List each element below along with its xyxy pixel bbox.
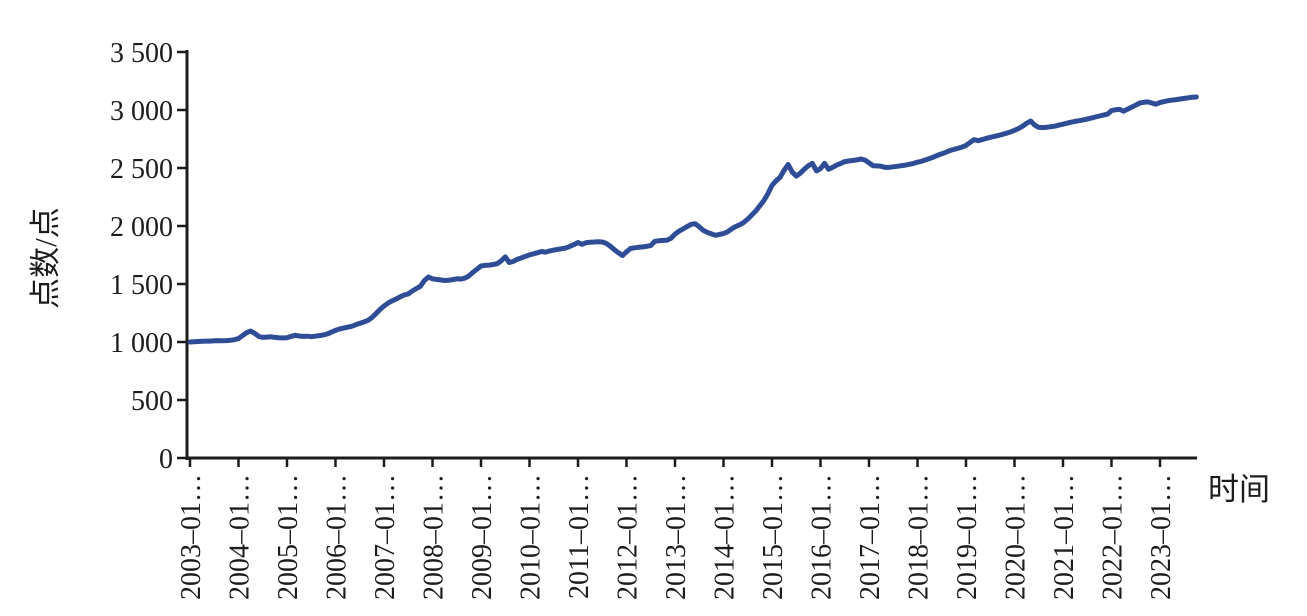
chart-generated-content: 0 500 1 000 1 500 2 000 2 500 3 000 3 500 2003–0… [110,38,1199,600]
y-tick-label: 2 500 [110,154,173,185]
x-tick-label: 2009–01… [467,474,498,600]
x-tick-label: 2006–01… [322,474,353,600]
x-tick-label: 2023–01… [1146,474,1177,600]
y-tick-label: 3 000 [110,96,173,127]
y-tick-label: 1 500 [110,270,173,301]
x-tick-label: 2010–01… [516,474,547,600]
x-tick-label: 2011–01… [564,474,595,599]
x-tick-label: 2014–01… [710,474,741,600]
x-tick-label: 2018–01… [904,474,935,600]
index-series-line [187,94,1199,345]
x-axis-title: 时间 [1208,472,1270,507]
y-axis-title: 点数/点 [28,207,63,309]
x-tick-label: 2015–01… [758,474,789,600]
x-tick-label: 2007–01… [370,474,401,600]
x-tick-label: 2019–01… [952,474,983,600]
x-tick-label: 2008–01… [419,474,450,600]
x-tick-label: 2020–01… [1001,474,1032,600]
x-tick-label: 2005–01… [273,474,304,600]
x-tick-label: 2021–01… [1049,474,1080,600]
y-tick-label: 1 000 [110,328,173,359]
y-tick-label: 0 [159,444,173,475]
x-tick-label: 2012–01… [613,474,644,600]
x-tick-label: 2017–01… [855,474,886,600]
x-tick-label: 2013–01… [661,474,692,600]
x-tick-label: 2016–01… [807,474,838,600]
x-tick-label: 2004–01… [225,474,256,600]
x-tick-label: 2022–01… [1098,474,1129,600]
y-tick-label: 2 000 [110,212,173,243]
y-tick-label: 500 [131,386,173,417]
x-tick-label: 2003–01… [176,474,207,600]
y-tick-label: 3 500 [110,38,173,69]
